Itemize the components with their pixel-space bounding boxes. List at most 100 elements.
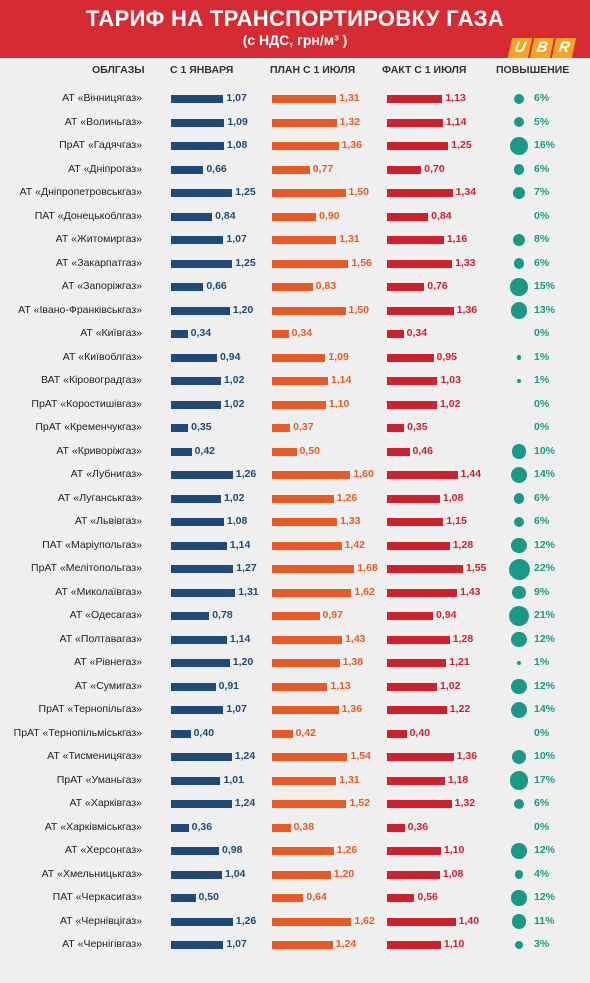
value-label-plan: 1,26 [336,491,358,504]
value-label-fact: 0,40 [409,726,431,739]
increase-dot [516,660,522,666]
value-label-fact: 1,28 [452,538,474,551]
bar-fact [387,588,458,597]
bar-fact [387,659,447,667]
bar-plan [272,941,333,949]
row-label: ПАТ «Маріупольгаз» [42,538,142,551]
value-label-jan: 1,25 [235,186,256,198]
value-label-fact: 1,32 [454,797,476,809]
bar-plan [272,353,326,362]
bar-jan [171,917,233,926]
bar-fact [387,424,405,432]
increase-label: 12% [534,891,556,903]
row-label: АТ «Полтавагаз» [59,632,142,645]
value-label-jan: 1,26 [235,914,257,927]
increase-dot [516,355,522,360]
row-label: АТ «Тисменицягаз» [47,750,142,762]
increase-label: 0% [534,209,550,222]
increase-label: 6% [534,797,550,809]
row-label: АТ «Запоріжгаз» [61,280,142,292]
bar-plan [272,753,348,761]
increase-label: 0% [534,397,550,410]
row-label: АТ «Житомиргаз» [55,233,142,245]
value-label-plan: 1,32 [339,115,361,128]
value-label-jan: 1,07 [226,92,247,104]
increase-dot [510,278,528,296]
bar-jan [171,447,192,456]
value-label-jan: 0,40 [193,726,215,739]
bar-fact [387,189,453,197]
value-label-fact: 1,08 [442,491,464,504]
bar-fact [387,917,456,926]
row-label: АТ «Луганськгаз» [57,491,142,504]
bar-plan [272,518,338,526]
value-label-plan: 1,62 [354,585,375,598]
row-label: ПрАТ «Тернопільміськгаз» [13,726,142,739]
increase-dot [516,378,522,384]
value-label-fact: 1,43 [460,585,481,598]
value-label-fact: 1,34 [455,186,477,198]
bar-fact [387,870,440,879]
bar-plan [272,189,346,197]
increase-label: 13% [534,303,556,316]
value-label-fact: 1,28 [452,632,474,645]
increase-label: 10% [534,444,556,457]
row-label: ПрАТ «Тернопільгаз» [38,703,142,715]
bar-fact [387,706,447,714]
bar-jan [171,941,224,949]
value-label-fact: 1,33 [455,256,476,269]
increase-label: 15% [534,280,556,292]
row-label: АТ «Чернівцігаз» [59,914,142,927]
value-label-plan: 1,20 [333,867,355,880]
row-label: ПрАТ «Гадячгаз» [59,139,142,151]
value-label-plan: 1,50 [348,186,369,198]
value-label-plan: 1,38 [342,656,364,668]
bar-plan [272,330,289,338]
row-label: АТ «Миколаївгаз» [55,585,142,598]
increase-dot [513,117,524,128]
bar-jan [171,800,232,808]
bar-jan [171,753,232,761]
bar-plan [272,565,355,573]
bar-plan [272,588,352,597]
value-label-fact: 1,08 [442,867,464,880]
increase-label: 6% [534,515,550,527]
value-label-fact: 1,13 [445,92,466,104]
row-label: АТ «Закарпатгаз» [55,256,142,269]
value-label-fact: 0,95 [436,350,457,363]
increase-dot [511,749,527,765]
value-label-plan: 0,83 [315,280,337,292]
increase-label: 6% [534,162,550,175]
value-label-jan: 1,02 [223,374,245,386]
bar-jan [171,95,224,103]
value-label-plan: 1,10 [328,397,350,410]
bar-plan [272,894,304,902]
bar-fact [387,612,434,620]
row-label: АТ «Рівнегаз» [74,656,142,668]
bar-jan [171,377,221,385]
bar-jan [171,424,189,432]
row-label: АТ «Київгаз» [80,327,142,339]
bar-plan [272,400,326,409]
bar-fact [387,518,444,526]
row-label: ПрАТ «Кременчукгаз» [35,421,142,433]
row-label: ПАТ «Донецькоблгаз» [34,209,142,222]
increase-dot [513,516,525,528]
bar-fact [387,118,443,127]
bar-fact [387,306,454,315]
increase-dot [511,843,527,859]
value-label-plan: 1,14 [330,374,352,386]
bar-jan [171,541,227,550]
increase-dot [508,605,530,627]
bar-fact [387,236,444,244]
bar-plan [272,612,320,620]
bar-plan [272,541,342,550]
bar-fact [387,142,449,150]
increase-label: 0% [534,327,550,339]
value-label-plan: 1,68 [357,562,378,574]
bar-jan [171,776,221,785]
row-label: АТ «Одесагаз» [69,609,142,621]
bar-fact [387,776,445,785]
value-label-fact: 1,18 [447,773,469,786]
